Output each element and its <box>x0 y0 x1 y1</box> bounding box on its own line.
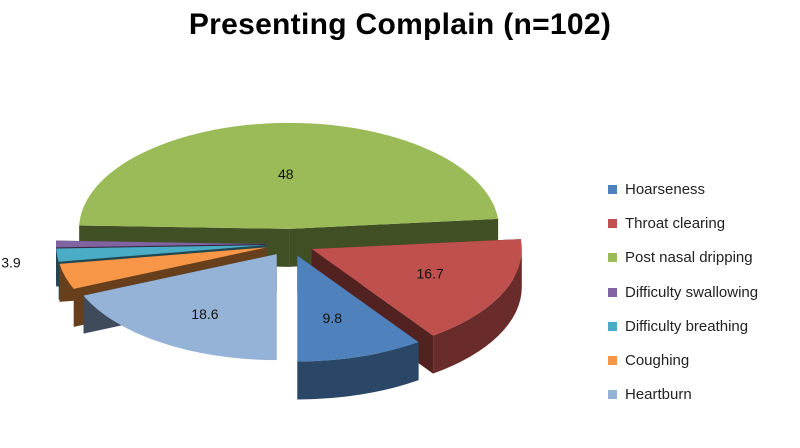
data-label-throat-clearing: 16.7 <box>417 265 444 281</box>
legend-item-difficulty-swallowing: Difficulty swallowing <box>608 275 758 309</box>
legend-item-hoarseness: Hoarseness <box>608 172 758 206</box>
slice-post-nasal-dripping-top <box>79 122 499 229</box>
legend-swatch-heartburn <box>608 390 617 400</box>
legend-swatch-difficulty-breathing <box>608 321 617 331</box>
legend-label-heartburn: Heartburn <box>625 386 692 404</box>
slice-difficulty-breathing-top <box>56 245 267 262</box>
legend-item-difficulty-breathing: Difficulty breathing <box>608 309 758 343</box>
legend-item-post-nasal-dripping: Post nasal dripping <box>608 241 758 275</box>
legend-swatch-throat-clearing <box>608 218 617 228</box>
slice-hoarseness <box>297 255 419 400</box>
data-label-hoarseness: 9.8 <box>323 310 343 326</box>
data-label-heartburn: 18.6 <box>191 306 218 322</box>
chart-title: Presenting Complain (n=102) <box>188 8 612 41</box>
legend-label-hoarseness: Hoarseness <box>625 180 706 198</box>
slice-heartburn <box>83 254 277 361</box>
legend-swatch-coughing <box>608 356 617 366</box>
slice-coughing-top <box>59 247 267 289</box>
legend-label-difficulty-breathing: Difficulty breathing <box>625 317 749 335</box>
legend-item-throat-clearing: Throat clearing <box>608 206 758 240</box>
data-label-coughing: 3.9 <box>1 255 21 271</box>
slice-throat-clearing-top <box>311 239 522 336</box>
legend-swatch-difficulty-swallowing <box>608 287 617 297</box>
legend-swatch-hoarseness <box>608 184 617 194</box>
slice-throat-clearing-rim <box>433 249 522 374</box>
chart-legend: Hoarseness Throat clearing Post nasal drip… <box>608 172 758 412</box>
slice-heartburn-top <box>83 254 277 361</box>
slice-hoarseness-rim <box>297 342 419 400</box>
legend-label-post-nasal-dripping: Post nasal dripping <box>625 249 753 267</box>
legend-label-coughing: Coughing <box>625 352 690 370</box>
legend-label-difficulty-swallowing: Difficulty swallowing <box>625 283 759 301</box>
slice-difficulty-swallowing-top <box>56 240 267 248</box>
legend-item-heartburn: Heartburn <box>608 378 758 412</box>
data-label-post-nasal-dripping: 48 <box>278 166 294 182</box>
slice-hoarseness-top <box>297 255 419 362</box>
legend-label-throat-clearing: Throat clearing <box>625 214 726 232</box>
legend-item-coughing: Coughing <box>608 343 758 377</box>
legend-swatch-post-nasal-dripping <box>608 253 617 263</box>
